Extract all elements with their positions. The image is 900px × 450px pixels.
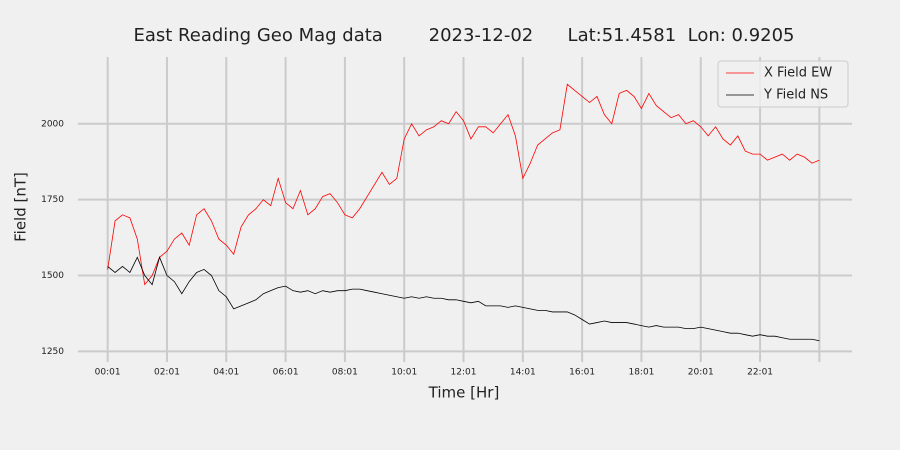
- x-tick-label: 10:01: [391, 368, 417, 378]
- data-line: [107, 83, 820, 286]
- x-tick-label: 00:01: [95, 368, 121, 378]
- x-axis-label: Time [Hr]: [428, 384, 500, 402]
- legend-label: Y Field NS: [763, 88, 828, 103]
- x-tick-label: 20:01: [688, 368, 714, 378]
- y-tick-label: 1750: [41, 195, 64, 205]
- x-tick-label: 22:01: [747, 368, 773, 378]
- legend-label: X Field EW: [764, 66, 832, 81]
- y-axis-label: Field [nT]: [12, 172, 30, 242]
- x-tick-label: 14:01: [510, 368, 536, 378]
- x-tick-label: 16:01: [569, 368, 595, 378]
- legend-box: [717, 60, 849, 108]
- data-line: [107, 256, 820, 342]
- x-tick-label: 18:01: [628, 368, 654, 378]
- y-tick-label: 1500: [41, 271, 64, 281]
- y-tick-label: 1250: [41, 347, 64, 357]
- x-tick-label: 04:01: [213, 368, 239, 378]
- chart-title: East Reading Geo Mag data 2023-12-02 Lat…: [133, 25, 794, 46]
- x-tick-label: 02:01: [154, 368, 180, 378]
- y-tick-label: 2000: [41, 119, 64, 129]
- x-tick-label: 06:01: [273, 368, 299, 378]
- x-tick-label: 12:01: [451, 368, 477, 378]
- x-tick-label: 08:01: [332, 368, 358, 378]
